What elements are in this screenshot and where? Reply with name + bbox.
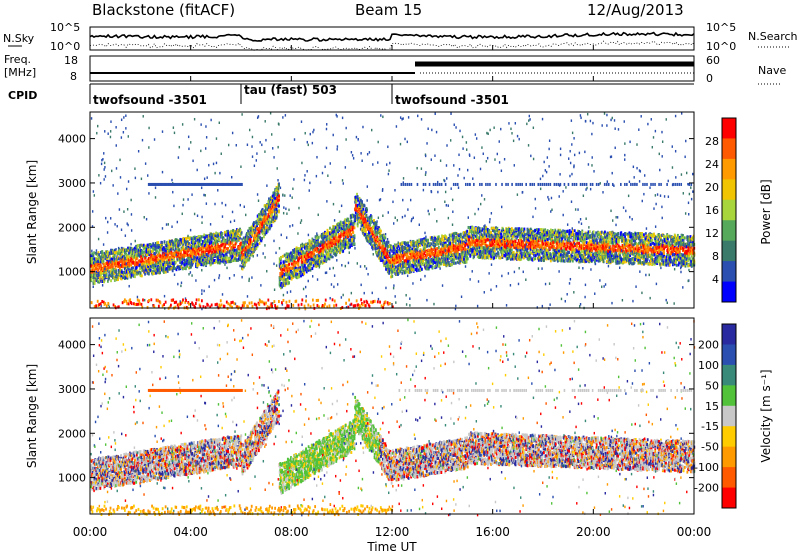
scatter-cell <box>148 272 150 275</box>
scatter-cell <box>153 272 155 275</box>
scatter-cell <box>136 266 138 269</box>
scatter-cell <box>144 273 146 276</box>
nsky-label: N.Sky <box>3 32 35 45</box>
scatter-cell <box>132 262 134 265</box>
scatter-cell <box>159 271 161 274</box>
scatter-cell <box>103 260 105 263</box>
cpid-segment-3: twofsound -3501 <box>395 93 509 107</box>
freq-tick-top: 18 <box>64 54 78 67</box>
nsearch-label: N.Search <box>748 30 798 43</box>
scatter-cell <box>91 278 93 281</box>
scatter-cell <box>142 258 144 261</box>
scatter-cell <box>164 261 166 264</box>
scatter-cell <box>157 241 159 244</box>
noise-tick-right-top: 10^5 <box>706 21 736 34</box>
scatter-cell <box>137 244 139 247</box>
scatter-cell <box>108 266 110 269</box>
scatter-cell <box>115 269 117 272</box>
scatter-cell <box>175 261 177 264</box>
cpid-segment-2: tau (fast) 503 <box>244 83 337 97</box>
date-label: 12/Aug/2013 <box>587 1 684 19</box>
scatter-cell <box>110 279 112 282</box>
scatter-cell <box>113 268 115 271</box>
scatter-cell <box>131 274 133 277</box>
scatter-cell <box>132 266 134 269</box>
scatter-cell <box>142 255 144 258</box>
scatter-cell <box>181 262 183 265</box>
scatter-cell <box>157 254 159 257</box>
scatter-cell <box>126 275 128 278</box>
freq-tick-bottom: 8 <box>70 70 77 83</box>
beam-label: Beam 15 <box>355 1 422 19</box>
scatter-cell <box>185 254 187 257</box>
noise-tick-left-top: 10^5 <box>50 21 80 34</box>
scatter-cell <box>193 260 195 263</box>
scatter-cell <box>93 254 95 257</box>
scatter-cell <box>169 261 171 264</box>
scatter-cell <box>94 282 96 285</box>
noise-tick-right-bottom: 10^0 <box>706 40 736 53</box>
scatter-cell <box>93 251 95 254</box>
scatter-cell <box>157 258 159 261</box>
radar-summary-plot: Blackstone (fitACF) Beam 15 12/Aug/2013 … <box>0 0 800 554</box>
scatter-cell <box>164 240 166 243</box>
freq-label-1: Freq. <box>4 53 31 66</box>
scatter-cell <box>156 249 158 252</box>
station-title: Blackstone (fitACF) <box>92 1 235 19</box>
scatter-cell <box>134 275 136 278</box>
scatter-cell <box>106 274 108 277</box>
noise-tick-left-bottom: 10^0 <box>50 40 80 53</box>
scatter-cell <box>171 252 173 255</box>
cpid-panel: twofsound -3501 tau (fast) 503 twofsound… <box>90 83 694 107</box>
scatter-cell <box>128 264 130 267</box>
scatter-cell <box>198 253 200 256</box>
nave-label: Nave <box>758 64 786 77</box>
scatter-cell <box>201 235 203 238</box>
scatter-cell <box>142 251 144 254</box>
freq-label-2: [MHz] <box>4 66 36 79</box>
cpid-label: CPID <box>8 89 37 102</box>
scatter-cell <box>152 261 154 264</box>
scatter-cell <box>135 250 137 253</box>
cpid-segment-1: twofsound -3501 <box>93 93 207 107</box>
scatter-cell <box>161 241 163 244</box>
power-plot-bg <box>90 112 694 308</box>
scatter-cell <box>196 246 198 249</box>
scatter-cell <box>200 239 202 242</box>
nsky-series <box>90 33 694 41</box>
scatter-cell <box>141 274 143 277</box>
freq-tick-right-bottom: 0 <box>706 72 713 85</box>
scatter-cell <box>201 263 203 266</box>
freq-tick-right-top: 60 <box>706 54 720 67</box>
scatter-cell <box>134 264 136 267</box>
noise-panel: 10^5 10^0 10^5 10^0 <box>50 21 736 53</box>
